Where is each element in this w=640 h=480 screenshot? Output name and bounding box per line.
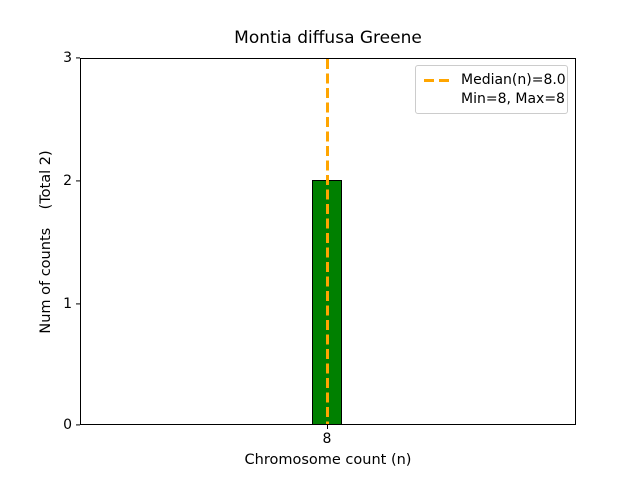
y-tick-mark xyxy=(76,424,80,426)
legend: Median(n)=8.0 Min=8, Max=8 xyxy=(415,65,568,114)
y-tick-mark xyxy=(76,180,80,182)
y-tick-mark xyxy=(76,303,80,305)
orange-dashed-line-icon xyxy=(424,78,451,82)
x-tick-mark xyxy=(326,425,328,429)
y-tick-mark xyxy=(76,57,80,59)
y-tick-label-0: 0 xyxy=(63,417,72,433)
legend-empty-marker xyxy=(424,97,451,100)
x-axis-label: Chromosome count (n) xyxy=(244,452,412,468)
legend-entry-median: Median(n)=8.0 xyxy=(424,71,566,90)
chart-title: Montia diffusa Greene xyxy=(234,28,422,48)
x-tick-label-8: 8 xyxy=(322,431,332,447)
y-tick-label-2: 2 xyxy=(63,173,72,189)
legend-entry-minmax: Min=8, Max=8 xyxy=(424,90,565,109)
legend-label-median: Median(n)=8.0 xyxy=(461,72,566,89)
plot-area xyxy=(80,58,576,425)
legend-label-minmax: Min=8, Max=8 xyxy=(461,90,565,107)
median-dashed-line xyxy=(326,59,329,424)
y-tick-label-1: 1 xyxy=(63,296,72,312)
y-tick-label-3: 3 xyxy=(63,50,72,66)
